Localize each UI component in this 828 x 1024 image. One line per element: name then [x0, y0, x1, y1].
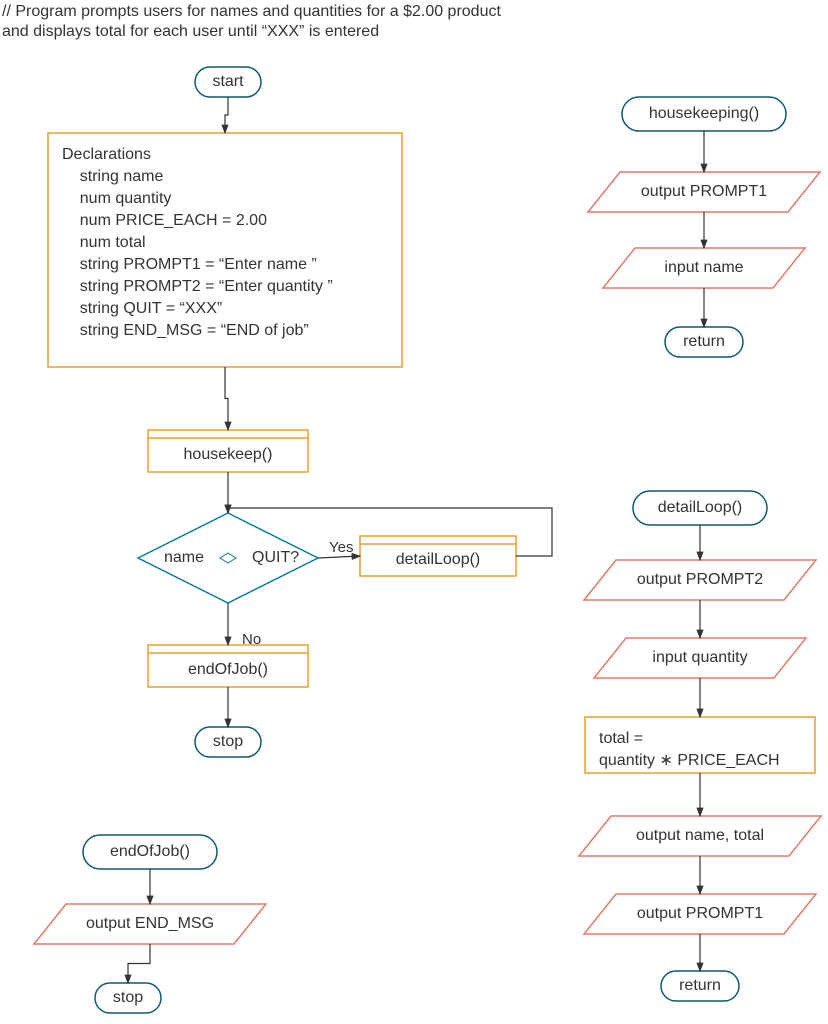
svg-text:detailLoop(): detailLoop()	[396, 551, 481, 568]
svg-text:output PROMPT1: output PROMPT1	[637, 905, 763, 922]
svg-text:stop: stop	[113, 989, 143, 1006]
svg-text:housekeeping(): housekeeping()	[649, 105, 759, 122]
svg-text:string QUIT = “XXX”: string QUIT = “XXX”	[62, 300, 222, 317]
svg-text:num PRICE_EACH = 2.00: num PRICE_EACH = 2.00	[62, 212, 267, 229]
svg-text:return: return	[679, 977, 721, 994]
svg-text:QUIT?: QUIT?	[252, 549, 299, 566]
svg-text:Declarations: Declarations	[62, 146, 151, 163]
svg-text:housekeep(): housekeep()	[184, 446, 273, 463]
svg-text:num total: num total	[62, 234, 146, 251]
svg-text:start: start	[212, 73, 244, 90]
svg-text:return: return	[683, 333, 725, 350]
svg-text:string name: string name	[62, 168, 163, 185]
svg-text:num quantity: num quantity	[62, 190, 171, 207]
svg-text:string PROMPT2 = “Enter quanti: string PROMPT2 = “Enter quantity ”	[62, 278, 333, 295]
svg-text:output name, total: output name, total	[636, 827, 764, 844]
svg-text:output END_MSG: output END_MSG	[86, 915, 214, 932]
svg-text:total =: total =	[599, 730, 643, 747]
svg-text:No: No	[242, 631, 261, 648]
svg-text:output PROMPT1: output PROMPT1	[641, 183, 767, 200]
svg-text:endOfJob(): endOfJob()	[188, 661, 268, 678]
svg-text:detailLoop(): detailLoop()	[658, 499, 743, 516]
svg-text:string PROMPT1 = “Enter name ”: string PROMPT1 = “Enter name ”	[62, 256, 317, 273]
svg-text:input quantity: input quantity	[652, 649, 747, 666]
svg-text:Yes: Yes	[329, 539, 353, 556]
svg-text:stop: stop	[213, 733, 243, 750]
svg-text:string END_MSG = “END of job”: string END_MSG = “END of job”	[62, 322, 309, 339]
svg-text:quantity ∗ PRICE_EACH: quantity ∗ PRICE_EACH	[599, 752, 780, 769]
svg-text:name: name	[164, 549, 204, 566]
svg-text:endOfJob(): endOfJob()	[110, 843, 190, 860]
svg-text:output PROMPT2: output PROMPT2	[637, 571, 763, 588]
flowchart-canvas: start Declarations string name num quanti…	[0, 0, 828, 1024]
svg-text:input name: input name	[664, 259, 743, 276]
